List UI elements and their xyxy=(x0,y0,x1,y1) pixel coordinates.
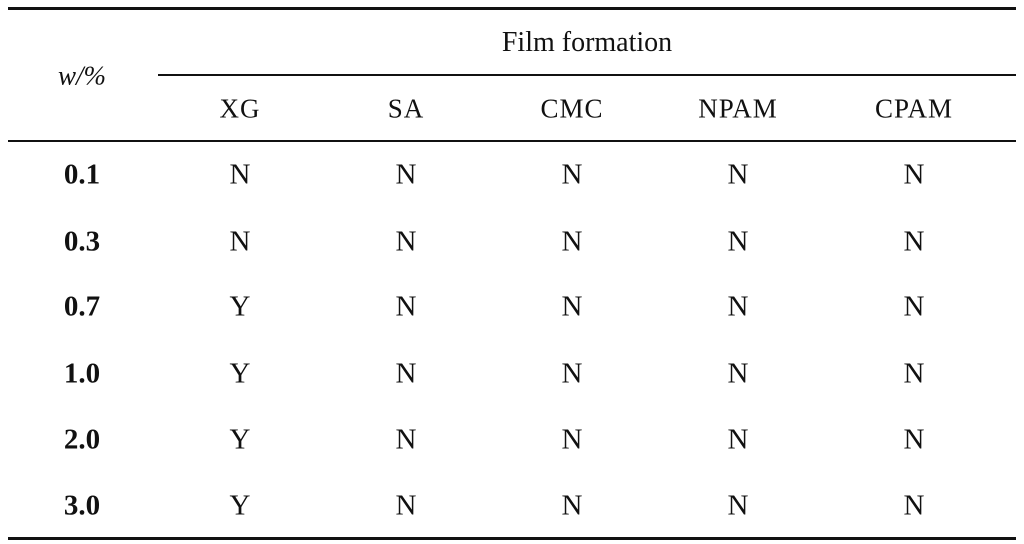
table-cell: N xyxy=(229,158,251,191)
table-cell: N xyxy=(561,158,583,191)
table-cell: N xyxy=(727,158,749,191)
bottom-rule xyxy=(8,537,1016,540)
row-label: 0.3 xyxy=(63,225,101,258)
row-label: 2.0 xyxy=(63,423,101,456)
table-cell: N xyxy=(395,423,417,456)
row-header-title: w/% xyxy=(57,60,107,91)
table-cell: N xyxy=(903,290,925,323)
table-cell: N xyxy=(561,489,583,522)
table-cell: Y xyxy=(229,489,251,522)
table-cell: N xyxy=(395,489,417,522)
row-label: 0.1 xyxy=(63,158,101,191)
table-cell: N xyxy=(395,158,417,191)
table-cell: N xyxy=(229,225,251,258)
row-label: 0.7 xyxy=(63,290,101,323)
column-header: XG xyxy=(219,93,261,124)
table-cell: N xyxy=(727,357,749,390)
table-cell: Y xyxy=(229,423,251,456)
column-header: CMC xyxy=(540,93,604,124)
table-cell: N xyxy=(561,290,583,323)
table-cell: N xyxy=(561,357,583,390)
column-header: NPAM xyxy=(698,93,778,124)
table-cell: N xyxy=(395,225,417,258)
column-header: SA xyxy=(387,93,425,124)
table-cell: N xyxy=(395,357,417,390)
table-cell: N xyxy=(561,225,583,258)
table-cell: N xyxy=(395,290,417,323)
row-label: 1.0 xyxy=(63,357,101,390)
table-cell: N xyxy=(727,225,749,258)
group-header-title: Film formation xyxy=(501,27,673,58)
table-cell: Y xyxy=(229,357,251,390)
top-rule xyxy=(8,7,1016,10)
table-cell: N xyxy=(561,423,583,456)
table-cell: Y xyxy=(229,290,251,323)
column-header: CPAM xyxy=(874,93,954,124)
table-cell: N xyxy=(727,290,749,323)
table-cell: N xyxy=(903,158,925,191)
row-label: 3.0 xyxy=(63,489,101,522)
header-bottom-rule xyxy=(8,140,1016,142)
table-cell: N xyxy=(903,423,925,456)
table-cell: N xyxy=(727,489,749,522)
table-cell: N xyxy=(903,357,925,390)
table-cell: N xyxy=(903,489,925,522)
table-cell: N xyxy=(727,423,749,456)
table-cell: N xyxy=(903,225,925,258)
group-header-rule xyxy=(158,74,1016,76)
